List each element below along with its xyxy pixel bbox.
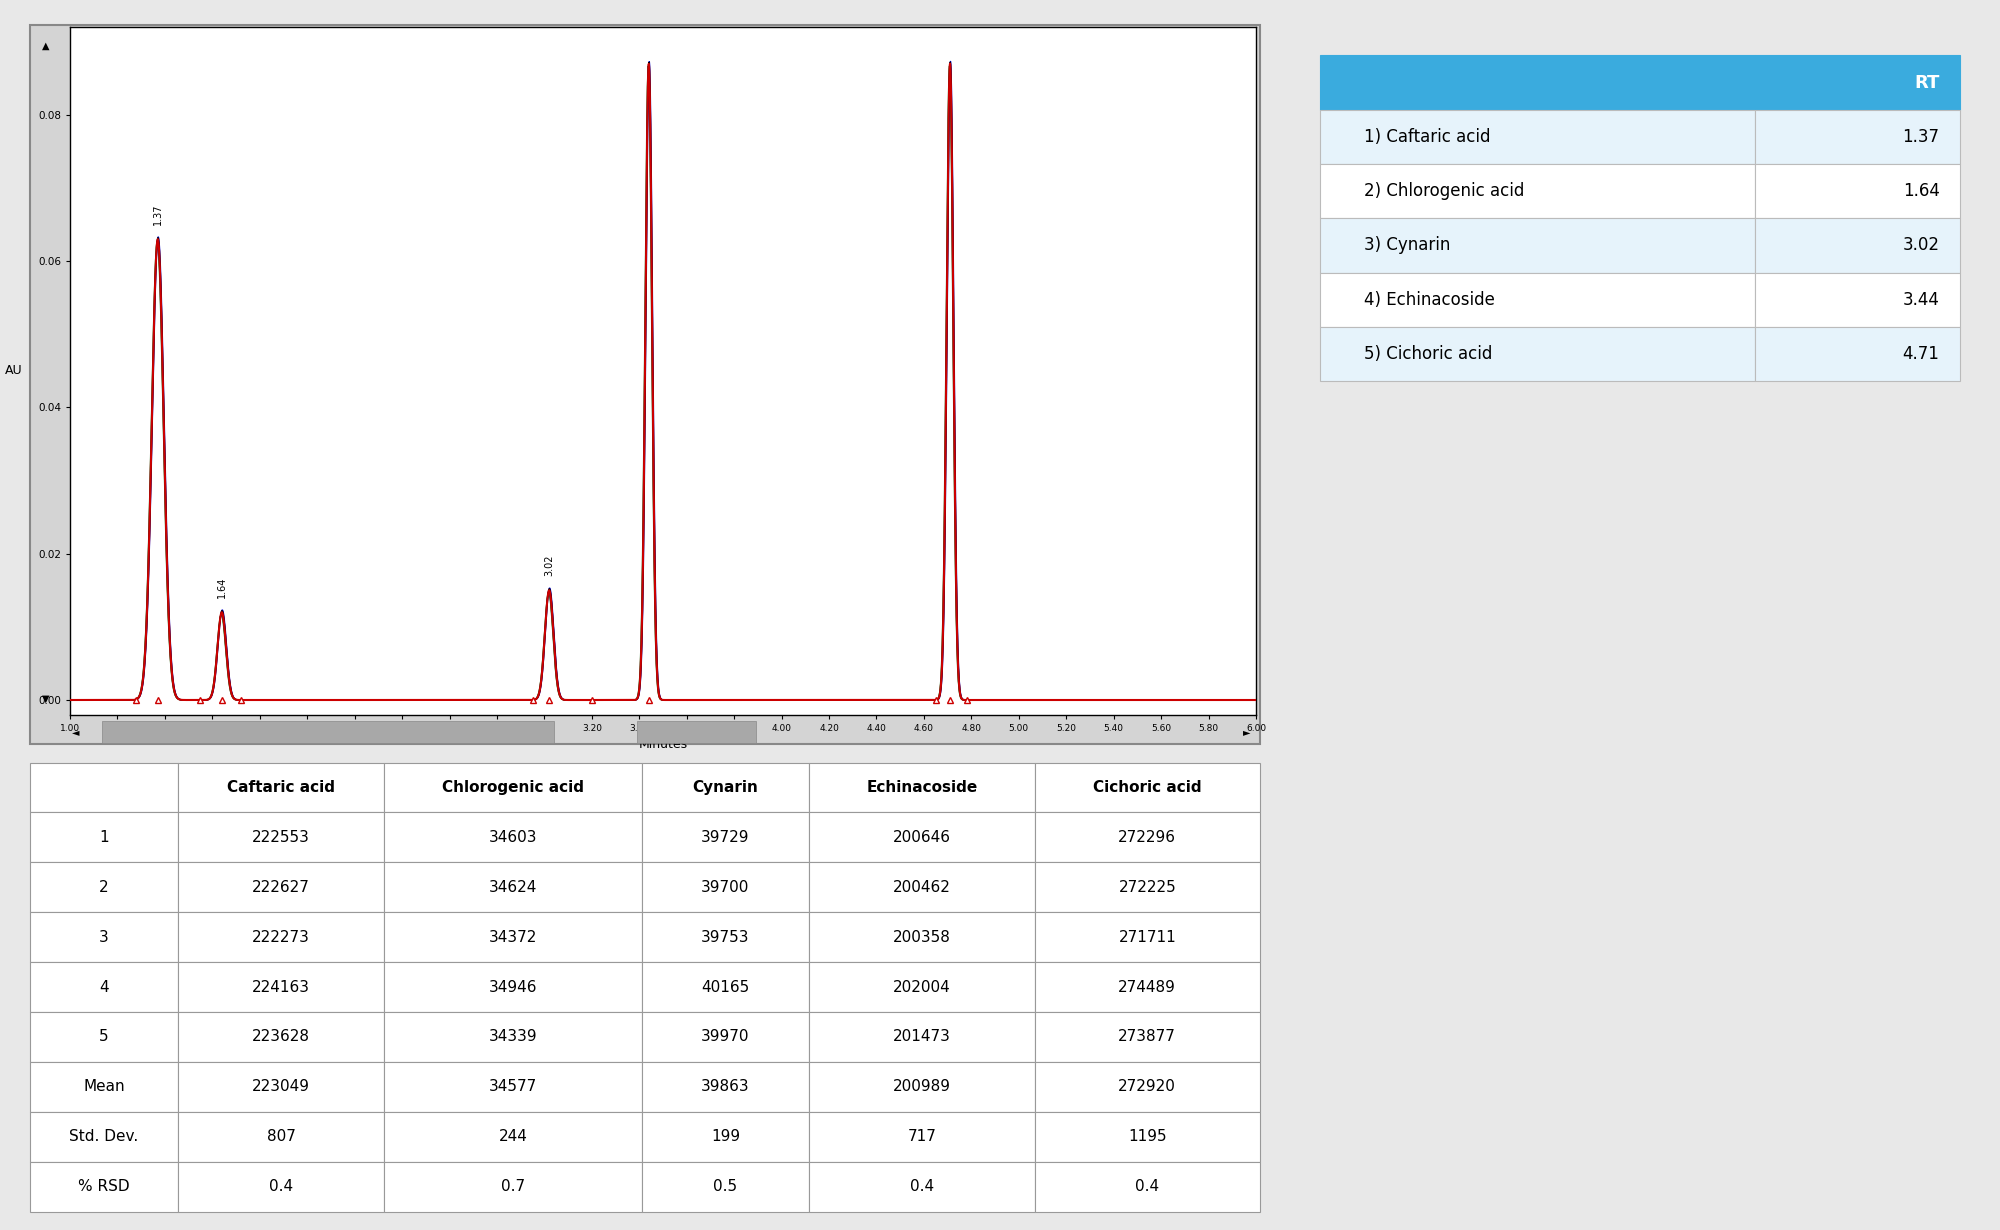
Bar — [102, 721, 554, 743]
Text: AU: AU — [4, 364, 22, 378]
Text: ►: ► — [1242, 727, 1250, 737]
Text: ▼: ▼ — [42, 694, 50, 704]
X-axis label: Minutes: Minutes — [638, 738, 688, 752]
Text: 1.64: 1.64 — [216, 576, 226, 598]
Text: ▲: ▲ — [42, 41, 50, 50]
Text: 3.02: 3.02 — [544, 555, 554, 576]
Bar — [638, 721, 756, 743]
Text: 1.37: 1.37 — [152, 203, 162, 225]
Text: ◄: ◄ — [72, 727, 80, 737]
